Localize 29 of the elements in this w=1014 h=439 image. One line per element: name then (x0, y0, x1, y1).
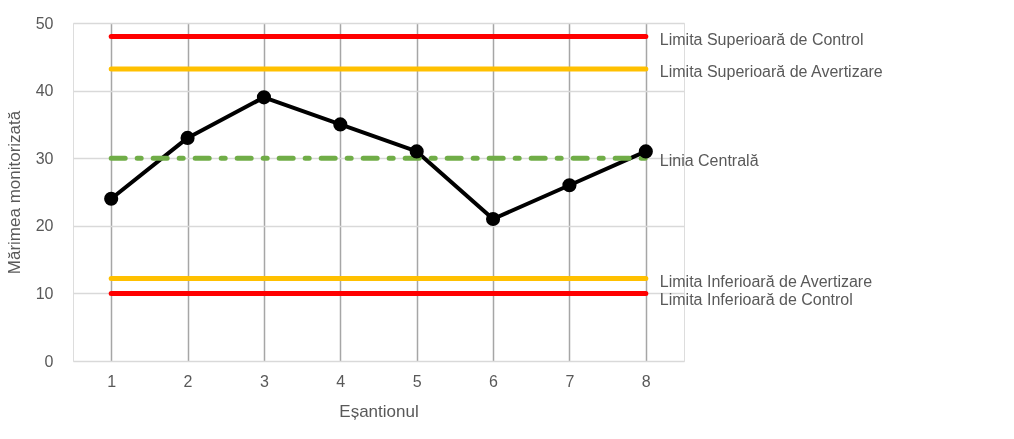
ref-line-label: Limita Superioară de Avertizare (659, 62, 883, 80)
y-tick-label: 50 (35, 14, 54, 32)
ref-line-label: Limita Superioară de Control (659, 30, 864, 48)
x-tick-label: 3 (259, 372, 269, 390)
x-axis-title: Eșantionul (339, 401, 419, 421)
y-tick-label: 30 (35, 149, 54, 167)
point (180, 130, 195, 145)
point (485, 211, 501, 227)
x-tick-label: 4 (336, 372, 346, 390)
x-tick-label: 5 (412, 372, 422, 390)
ref-line-label: Limita Inferioară de Avertizare (659, 272, 873, 290)
y-tick-label: 40 (35, 82, 54, 100)
y-tick-label: 10 (35, 284, 54, 302)
x-tick-label: 7 (565, 372, 575, 390)
ref-line-label: Linia Centrală (659, 152, 759, 170)
point (104, 191, 119, 206)
point (409, 144, 424, 159)
y-tick-label: 0 (44, 352, 54, 370)
y-axis-title: Mărimea monitorizată (4, 110, 24, 275)
x-tick-label: 8 (641, 372, 651, 390)
y-tick-label: 20 (35, 217, 54, 235)
point (562, 178, 577, 193)
x-tick-label: 2 (183, 372, 193, 390)
ref-line-label: Limita Inferioară de Control (659, 290, 853, 308)
point (638, 144, 653, 159)
point (256, 90, 272, 105)
x-tick-label: 1 (107, 372, 117, 390)
x-tick-label: 6 (489, 372, 499, 390)
point (333, 117, 348, 132)
